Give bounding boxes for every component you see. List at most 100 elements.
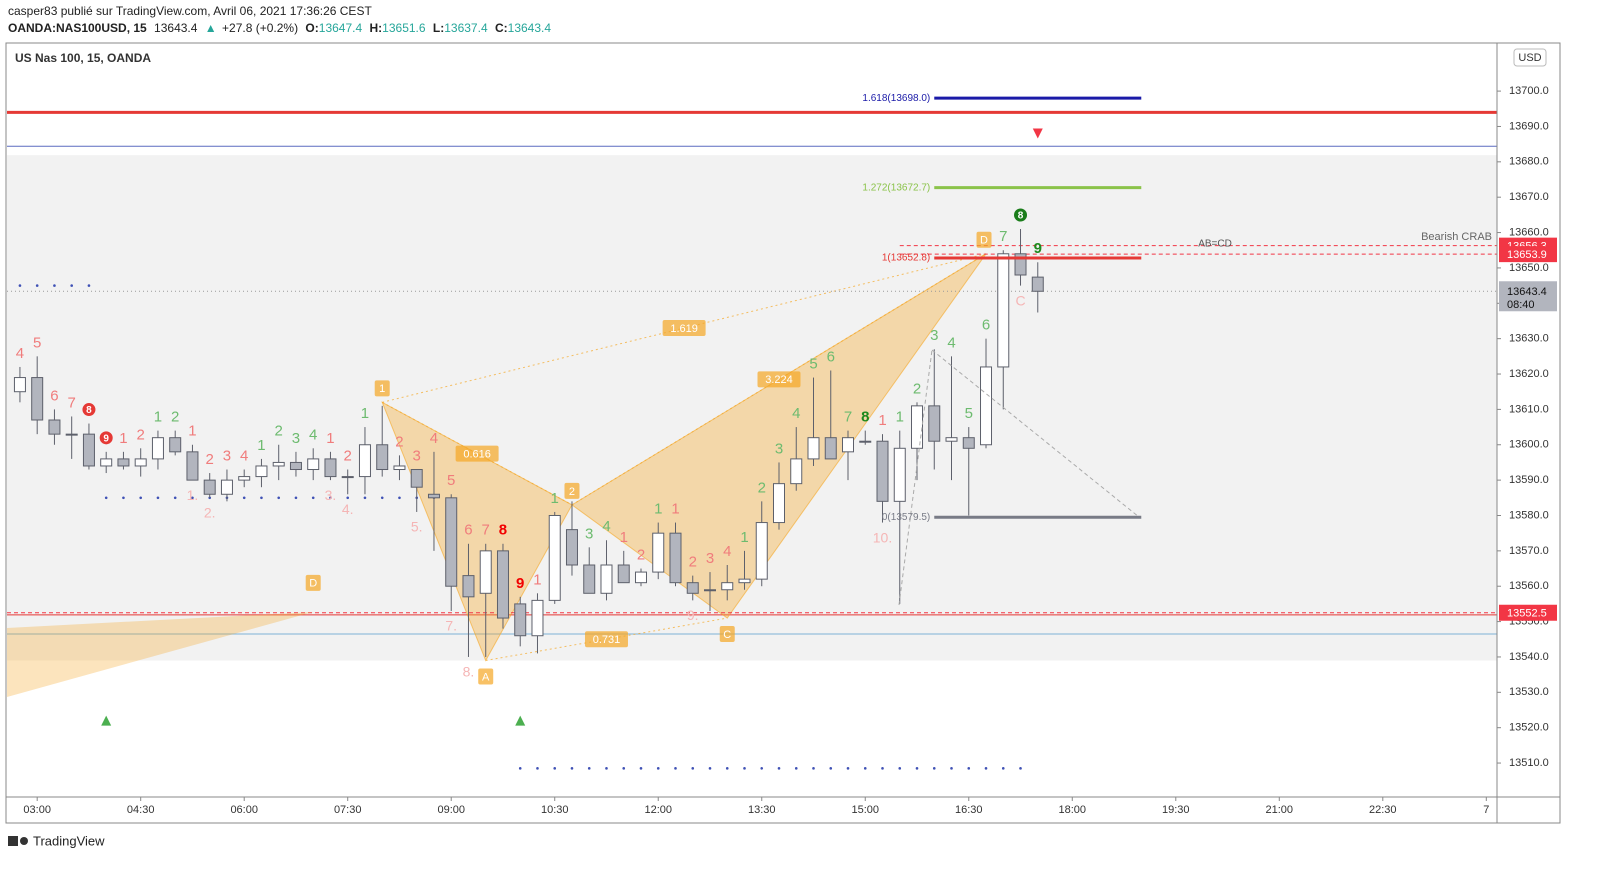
td-setup-label: 3 xyxy=(930,327,938,344)
up-icon: ▲ xyxy=(205,21,217,35)
signal-marker xyxy=(515,715,526,726)
dot xyxy=(691,767,695,770)
brand: TradingView xyxy=(33,833,105,848)
candle-body xyxy=(962,437,975,449)
candle-body xyxy=(272,461,285,467)
td-setup-label: 1 xyxy=(154,409,162,426)
td-setup-label: 1 xyxy=(361,405,369,422)
td-setup-label: 2 xyxy=(344,447,352,464)
pattern-point-label-box xyxy=(719,626,735,643)
h-label: H: xyxy=(370,21,383,35)
candle-body xyxy=(13,377,26,393)
td-circle xyxy=(82,403,96,417)
dot xyxy=(967,767,971,770)
candle-body xyxy=(100,458,113,467)
abcd-label: AB=CD xyxy=(1198,239,1232,250)
candle-body xyxy=(31,377,44,421)
dot xyxy=(191,496,194,500)
o-label: O: xyxy=(305,21,318,35)
y-tick-label: 13560.0 xyxy=(1509,580,1549,592)
y-tick-label: 13580.0 xyxy=(1509,509,1549,521)
td-setup-label: 5 xyxy=(965,405,973,422)
candle-body xyxy=(997,253,1010,368)
pattern-point-label: C xyxy=(723,629,731,641)
candle-body xyxy=(703,589,716,592)
td-setup-label: 1 xyxy=(326,430,334,447)
td-setup-label: 5 xyxy=(447,472,455,489)
candle-body xyxy=(531,599,544,637)
td-setup-label: 7 xyxy=(999,228,1007,245)
td-setup-label: 8 xyxy=(499,522,507,539)
currency-box[interactable] xyxy=(1513,48,1547,67)
td-setup-label: 1 xyxy=(654,501,662,518)
candle-body xyxy=(410,469,423,488)
td-setup-label: 1 xyxy=(257,437,265,454)
td-countdown-label: 7. xyxy=(445,618,457,634)
dot xyxy=(708,767,712,770)
dot xyxy=(53,284,56,287)
ratio-line xyxy=(485,617,728,661)
y-tick-label: 13570.0 xyxy=(1509,545,1549,557)
y-tick-label: 13510.0 xyxy=(1509,757,1549,769)
td-setup-label: 2 xyxy=(137,426,145,443)
td-setup-label: 3 xyxy=(775,440,783,457)
dot xyxy=(725,767,729,770)
dot xyxy=(846,767,850,770)
x-tick-label: 18:00 xyxy=(1059,804,1087,816)
candle-body xyxy=(928,405,941,442)
ratio-label-box xyxy=(662,320,706,337)
signal-marker xyxy=(101,715,112,726)
candle-body xyxy=(238,476,251,481)
dot xyxy=(311,496,315,500)
td-setup-label: 1 xyxy=(896,409,904,426)
td-setup-label: 4 xyxy=(430,430,438,447)
td-setup-label: 1 xyxy=(188,423,196,440)
y-tick-label: 13540.0 xyxy=(1509,651,1549,663)
td-setup-label: 2 xyxy=(913,380,921,397)
candle-body xyxy=(652,532,665,573)
y-tick-label: 13520.0 xyxy=(1509,722,1549,734)
td-setup-label: 6 xyxy=(982,317,990,334)
td-countdown-label: C xyxy=(1015,292,1025,308)
td-circle xyxy=(99,431,113,445)
td-setup-label: 3 xyxy=(223,447,231,464)
candle-body xyxy=(496,550,509,619)
candle-body xyxy=(169,437,182,453)
dot xyxy=(87,284,91,287)
x-tick-label: 07:30 xyxy=(334,804,362,816)
dot xyxy=(277,496,281,500)
y-tick-label: 13660.0 xyxy=(1509,226,1549,238)
dot xyxy=(587,767,591,770)
ratio-label-box xyxy=(584,631,628,648)
dot xyxy=(18,284,22,287)
price-tag-label: 13653.9 xyxy=(1507,249,1547,261)
x-tick-label: 22:30 xyxy=(1369,804,1397,816)
candle-body xyxy=(255,465,268,478)
td-countdown-label: 2. xyxy=(204,505,216,521)
dot xyxy=(881,767,884,770)
pattern-point-label: 1 xyxy=(379,383,385,395)
candle-body xyxy=(289,461,302,471)
dot xyxy=(156,496,160,500)
fib-label: 1.618(13698.0) xyxy=(862,93,930,104)
x-tick-label: 19:30 xyxy=(1162,804,1190,816)
td-countdown-label: 1. xyxy=(187,487,199,503)
l-label: L: xyxy=(433,21,444,35)
ratio-label-box xyxy=(455,445,499,462)
partial-pattern-label-box xyxy=(305,574,321,591)
candle-body xyxy=(876,440,889,502)
dot xyxy=(932,767,936,770)
candle-body xyxy=(220,479,233,495)
x-tick-label: 09:00 xyxy=(437,804,465,816)
candle-body xyxy=(186,451,199,481)
bar-countdown: 08:40 xyxy=(1507,299,1535,311)
c-value: 13643.4 xyxy=(508,21,552,35)
symbol: OANDA:NAS100USD, 15 xyxy=(8,21,147,35)
td-setup-label: 2 xyxy=(206,451,214,468)
candle-body xyxy=(600,564,613,594)
candle-body xyxy=(341,476,354,479)
td-setup-label: 6 xyxy=(50,387,58,404)
partial-pattern xyxy=(7,612,313,697)
dot xyxy=(639,767,643,770)
